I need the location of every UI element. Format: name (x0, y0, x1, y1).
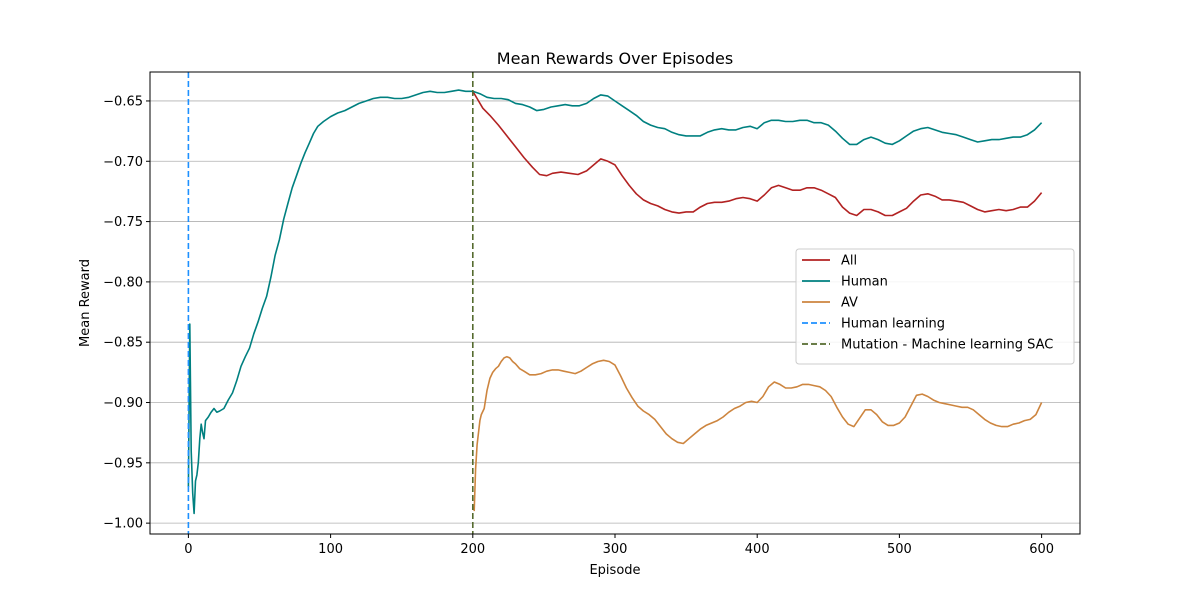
y-axis-title: Mean Reward (78, 259, 93, 347)
x-tick-label: 100 (318, 542, 343, 557)
y-tick-label: −0.75 (103, 215, 143, 230)
legend-label-all: All (841, 254, 857, 269)
y-tick-label: −1.00 (103, 517, 143, 532)
y-tick-label: −0.80 (103, 275, 143, 290)
x-tick-label: 400 (745, 542, 770, 557)
legend-label-human-learning: Human learning (841, 317, 945, 332)
legend: All Human AV Human learning Mutation - Machi… (795, 248, 1075, 365)
y-tick-label: −0.70 (103, 155, 143, 170)
x-tick-label: 200 (460, 542, 485, 557)
series-human-line (187, 89, 1043, 515)
y-axis: −1.00 −0.95 −0.90 −0.85 −0.80 −0.75 −0.70 −0.65 (103, 94, 150, 532)
legend-box (795, 248, 1075, 365)
x-tick-label: 0 (184, 542, 192, 557)
x-tick-label: 500 (887, 542, 912, 557)
series-all-line (472, 90, 1043, 217)
legend-label-av: AV (841, 296, 858, 311)
y-tick-label: −0.90 (103, 396, 143, 411)
chart-title: Mean Rewards Over Episodes (497, 49, 733, 68)
x-tick-label: 300 (603, 542, 628, 557)
series-layer (187, 72, 1043, 534)
grid-lines (150, 100, 1080, 524)
legend-label-mutation-machine-learning-sac: Mutation - Machine learning SAC (841, 338, 1053, 353)
legend-label-human: Human (841, 275, 888, 290)
y-tick-label: −0.95 (103, 456, 143, 471)
series-av-line (473, 355, 1043, 512)
x-axis: 0 100 200 300 400 500 600 (184, 534, 1054, 557)
x-axis-title: Episode (589, 563, 640, 578)
y-tick-label: −0.85 (103, 336, 143, 351)
x-tick-label: 600 (1029, 542, 1054, 557)
y-tick-label: −0.65 (103, 94, 143, 109)
